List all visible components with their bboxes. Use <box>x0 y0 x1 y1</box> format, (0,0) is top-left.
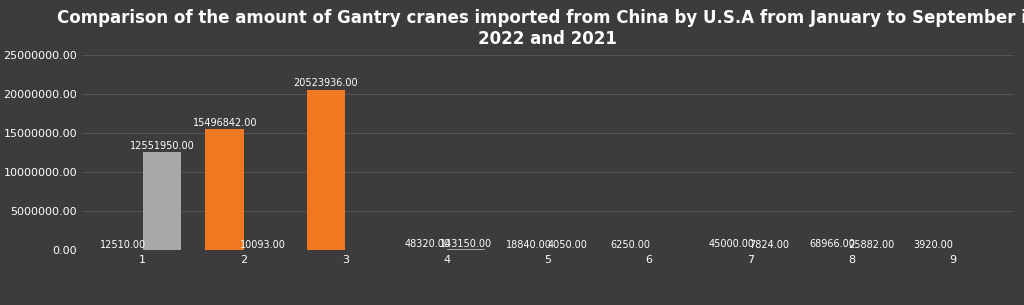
Text: 6250.00: 6250.00 <box>610 240 650 250</box>
Text: 4050.00: 4050.00 <box>547 240 587 250</box>
Bar <box>142 152 181 250</box>
Bar <box>446 249 485 250</box>
Text: 45000.00: 45000.00 <box>709 239 754 249</box>
Text: 48320.00: 48320.00 <box>404 239 451 249</box>
Bar <box>307 90 345 250</box>
Bar <box>813 249 852 250</box>
Text: 12510.00: 12510.00 <box>100 240 146 249</box>
Text: 20523936.00: 20523936.00 <box>294 78 358 88</box>
Text: 3920.00: 3920.00 <box>913 240 953 250</box>
Text: 7824.00: 7824.00 <box>750 240 790 250</box>
Text: 143150.00: 143150.00 <box>439 239 492 249</box>
Bar <box>206 129 244 250</box>
Text: 10093.00: 10093.00 <box>241 240 286 249</box>
Text: 12551950.00: 12551950.00 <box>130 141 195 151</box>
Text: 25882.00: 25882.00 <box>848 239 894 249</box>
Title: Comparison of the amount of Gantry cranes imported from China by U.S.A from Janu: Comparison of the amount of Gantry crane… <box>57 9 1024 48</box>
Text: 18840.00: 18840.00 <box>506 239 552 249</box>
Text: 15496842.00: 15496842.00 <box>193 117 257 127</box>
Text: 68966.00: 68966.00 <box>810 239 855 249</box>
